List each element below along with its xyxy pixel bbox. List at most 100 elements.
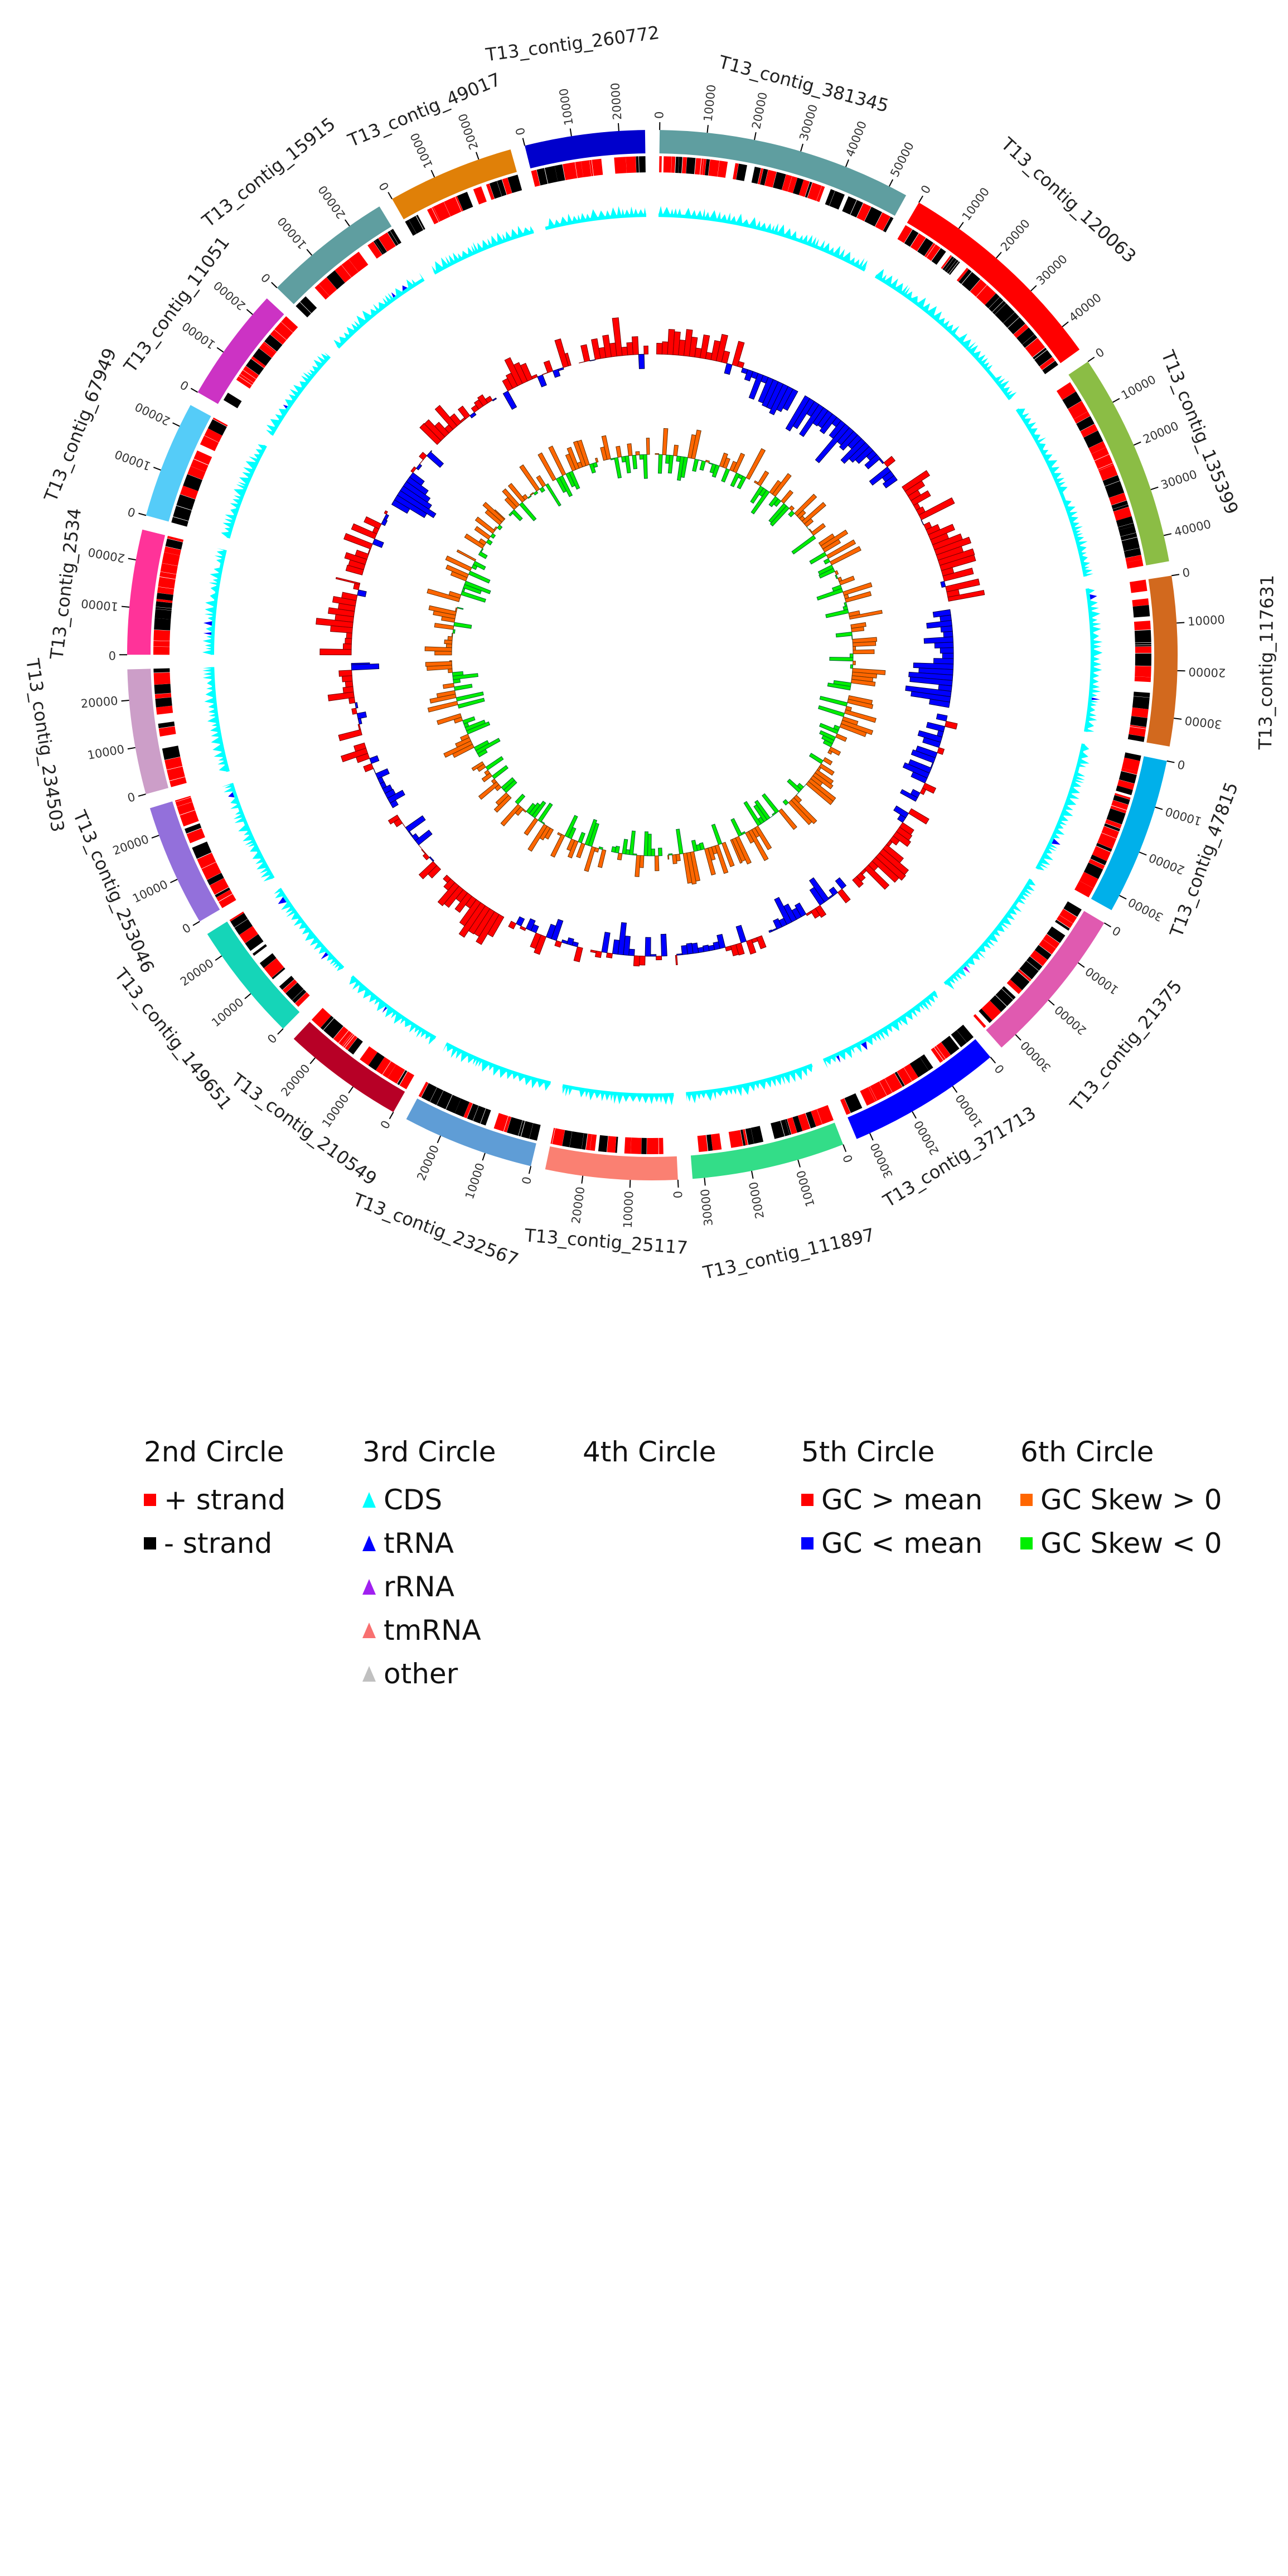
- gc-content-bar: [545, 923, 556, 940]
- strand-feature: [263, 341, 277, 354]
- gc-content-bar: [893, 805, 909, 819]
- gc-skew-bar: [791, 535, 816, 555]
- gc-skew-bar: [750, 485, 764, 504]
- strand-feature: [970, 279, 987, 297]
- tick-mark: [888, 179, 894, 187]
- feature-triangle: [207, 716, 217, 724]
- strand-feature: [702, 158, 706, 176]
- gc-skew-bar: [743, 801, 762, 826]
- gc-content-bar: [396, 490, 437, 519]
- tick-mark: [797, 1159, 801, 1168]
- feature-triangle: [1088, 712, 1097, 717]
- feature-triangle: [623, 1095, 630, 1102]
- tick-mark: [1112, 398, 1120, 403]
- strand-feature: [300, 296, 317, 313]
- tick-mark: [128, 558, 136, 561]
- feature-triangle: [669, 1095, 674, 1106]
- contig-ideogram: [1068, 361, 1169, 565]
- strand-feature: [159, 572, 177, 579]
- strand-feature: [550, 1127, 555, 1144]
- gc-content-bar: [633, 955, 640, 967]
- feature-triangle: [356, 316, 366, 326]
- contig-label: T13_contig_2534: [46, 507, 85, 661]
- gc-skew-bar: [564, 815, 578, 838]
- gc-skew-bar: [557, 832, 562, 836]
- feature-triangle: [684, 207, 691, 217]
- gc-content-bar: [882, 475, 898, 488]
- gc-content-bar: [400, 485, 432, 510]
- legend-title: 6th Circle: [1020, 1436, 1154, 1468]
- strand-feature: [805, 1111, 816, 1129]
- gc-content-bar: [911, 749, 936, 764]
- gc-content-bar: [645, 937, 651, 957]
- strand-feature: [1047, 926, 1066, 943]
- gc-content-bar: [384, 510, 388, 515]
- feature-triangle: [217, 761, 226, 765]
- cds-triangle-icon: [362, 1492, 376, 1508]
- feature-triangle: [613, 1093, 617, 1104]
- strand-feature: [367, 241, 382, 259]
- feature-triangle: [206, 626, 213, 632]
- tick-mark: [1030, 285, 1037, 292]
- gc-content-bar: [737, 361, 745, 369]
- gc-content-bar: [558, 367, 564, 371]
- feature-triangle: [742, 1084, 750, 1095]
- tick-mark: [869, 1133, 874, 1141]
- feature-triangle: [677, 208, 682, 216]
- contig-ideogram: [127, 529, 166, 655]
- gc-content-bar: [354, 742, 367, 752]
- gc-content-bar: [829, 887, 839, 897]
- strand-feature: [201, 862, 221, 880]
- gc-content-bar: [384, 788, 396, 799]
- strand-feature: [158, 577, 176, 589]
- strand-feature: [433, 202, 451, 221]
- gc-skew-bar: [850, 664, 854, 669]
- gc-content-bar: [345, 680, 354, 688]
- gc-skew-bar: [745, 448, 766, 480]
- strand-feature: [157, 587, 175, 595]
- strand-feature: [1135, 645, 1151, 647]
- strand-feature: [1130, 579, 1147, 593]
- strand-feature: [387, 230, 399, 246]
- feature-triangle: [1092, 672, 1100, 679]
- strand-feature: [1055, 919, 1070, 931]
- gc-content-bar: [566, 937, 574, 946]
- rrna-triangle-icon: [362, 1579, 376, 1595]
- gc-content-bar: [363, 763, 374, 772]
- tick-mark: [1163, 533, 1172, 536]
- feature-triangle: [1091, 684, 1100, 689]
- feature-triangle: [327, 955, 333, 961]
- feature-triangle: [209, 582, 218, 585]
- tick-label: 0: [1182, 565, 1191, 580]
- cds-ring-base: [211, 549, 227, 655]
- gc-content-bar: [827, 894, 834, 900]
- tick-label: 10000: [130, 878, 170, 906]
- feature-triangle: [820, 240, 825, 249]
- feature-triangle: [972, 952, 980, 960]
- gc-skew-bar: [462, 716, 476, 725]
- feature-triangle: [1091, 622, 1101, 627]
- tick-mark: [842, 1144, 847, 1153]
- strand-feature: [219, 894, 236, 908]
- tick-mark: [127, 747, 135, 750]
- strand-feature: [1105, 481, 1125, 498]
- strand-feature: [1068, 400, 1088, 419]
- feature-triangle: [210, 726, 219, 733]
- strand-feature: [904, 229, 919, 247]
- feature-triangle: [736, 214, 743, 224]
- tick-label: 20000: [211, 278, 248, 313]
- tick-label: 0: [1110, 923, 1124, 938]
- feature-triangle: [236, 484, 246, 490]
- strand-feature: [427, 207, 439, 225]
- strand-feature: [373, 240, 384, 255]
- feature-triangle: [901, 284, 909, 294]
- gc-content-bar: [773, 918, 783, 930]
- strand-feature: [251, 356, 266, 369]
- feature-triangle: [781, 1076, 786, 1085]
- strand-feature: [467, 1103, 479, 1121]
- gc-content-bar: [351, 708, 357, 715]
- gc-skew-bar: [452, 671, 464, 677]
- gc-skew-bar: [493, 526, 498, 531]
- gc-content-bar: [387, 790, 405, 803]
- gc-content-bar: [774, 897, 792, 925]
